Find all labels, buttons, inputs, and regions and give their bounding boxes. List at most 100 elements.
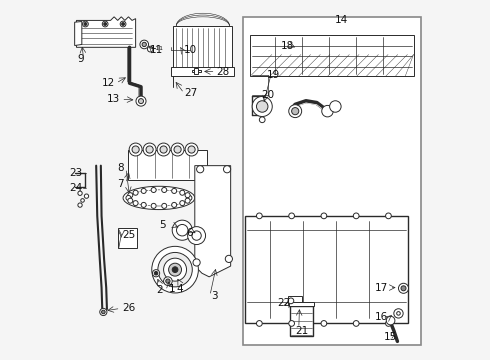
Polygon shape	[195, 166, 231, 277]
Bar	[192, 69, 201, 72]
Text: 9: 9	[77, 54, 84, 64]
Text: 27: 27	[184, 88, 197, 98]
Text: 24: 24	[69, 183, 82, 193]
Circle shape	[185, 143, 198, 156]
Circle shape	[143, 143, 156, 156]
Text: 25: 25	[122, 230, 135, 239]
Bar	[250, 35, 414, 76]
Circle shape	[289, 105, 302, 118]
Circle shape	[289, 320, 294, 326]
Bar	[172, 67, 234, 76]
Ellipse shape	[123, 186, 195, 210]
Circle shape	[147, 46, 153, 52]
Circle shape	[133, 201, 138, 206]
Text: 18: 18	[281, 41, 294, 50]
Circle shape	[164, 277, 172, 285]
Circle shape	[321, 320, 327, 326]
Circle shape	[386, 320, 392, 326]
Circle shape	[84, 194, 89, 198]
Text: 17: 17	[375, 283, 388, 293]
Circle shape	[330, 101, 341, 112]
Circle shape	[171, 143, 184, 156]
Circle shape	[386, 316, 395, 325]
Circle shape	[256, 213, 262, 219]
Circle shape	[256, 320, 262, 326]
Circle shape	[187, 195, 192, 201]
Circle shape	[158, 252, 192, 287]
Circle shape	[100, 309, 107, 316]
Bar	[245, 216, 408, 323]
Bar	[118, 228, 137, 248]
Circle shape	[128, 198, 133, 203]
Circle shape	[136, 96, 146, 106]
Circle shape	[166, 279, 170, 283]
Circle shape	[152, 246, 198, 293]
Circle shape	[132, 146, 139, 153]
Text: ←11: ←11	[150, 45, 164, 50]
Circle shape	[196, 166, 204, 173]
Circle shape	[289, 213, 294, 219]
Circle shape	[154, 271, 158, 275]
Text: 16: 16	[375, 312, 388, 322]
Circle shape	[84, 23, 87, 26]
Circle shape	[151, 188, 156, 193]
Circle shape	[142, 42, 147, 46]
Circle shape	[164, 258, 187, 281]
Text: 21: 21	[295, 325, 308, 336]
Text: 5: 5	[159, 220, 166, 230]
Circle shape	[192, 231, 201, 240]
Circle shape	[169, 263, 181, 276]
Text: 26: 26	[122, 303, 135, 314]
Circle shape	[193, 259, 200, 266]
Text: 10: 10	[184, 45, 197, 55]
Text: 13: 13	[107, 94, 120, 104]
Text: 23: 23	[69, 168, 82, 178]
Circle shape	[141, 202, 146, 207]
Text: 1: 1	[169, 284, 176, 294]
Circle shape	[172, 188, 177, 193]
Circle shape	[321, 213, 327, 219]
Circle shape	[101, 310, 105, 314]
Circle shape	[133, 190, 138, 195]
Text: 22: 22	[277, 298, 291, 308]
Polygon shape	[128, 149, 207, 180]
Circle shape	[126, 195, 131, 201]
Circle shape	[81, 199, 84, 202]
Polygon shape	[74, 22, 82, 45]
Circle shape	[223, 166, 231, 173]
Circle shape	[139, 99, 144, 104]
Circle shape	[188, 146, 195, 153]
Circle shape	[176, 225, 188, 236]
Circle shape	[140, 40, 148, 49]
Circle shape	[78, 191, 82, 195]
Circle shape	[128, 193, 133, 198]
Circle shape	[180, 201, 185, 206]
Circle shape	[157, 143, 170, 156]
Circle shape	[104, 23, 107, 26]
Text: 2: 2	[157, 285, 163, 296]
Bar	[289, 302, 314, 306]
Circle shape	[386, 213, 392, 219]
Text: 12: 12	[101, 78, 115, 88]
Circle shape	[292, 108, 299, 115]
Circle shape	[102, 21, 108, 27]
Circle shape	[152, 270, 160, 277]
Circle shape	[353, 320, 359, 326]
Text: 28: 28	[216, 67, 229, 77]
Circle shape	[225, 255, 232, 262]
Circle shape	[174, 146, 181, 153]
Circle shape	[322, 105, 333, 117]
Circle shape	[398, 283, 409, 293]
Text: 11: 11	[150, 45, 163, 55]
Circle shape	[256, 101, 268, 112]
Circle shape	[252, 96, 272, 117]
Text: 19: 19	[267, 70, 280, 80]
Circle shape	[141, 188, 146, 193]
Circle shape	[122, 23, 124, 26]
Polygon shape	[173, 26, 232, 69]
Bar	[288, 296, 302, 304]
Ellipse shape	[128, 190, 190, 206]
Circle shape	[78, 203, 82, 207]
Circle shape	[185, 198, 190, 203]
Text: 8: 8	[117, 163, 124, 173]
